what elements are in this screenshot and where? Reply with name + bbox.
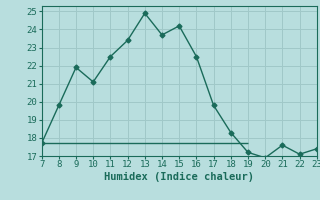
X-axis label: Humidex (Indice chaleur): Humidex (Indice chaleur) xyxy=(104,172,254,182)
